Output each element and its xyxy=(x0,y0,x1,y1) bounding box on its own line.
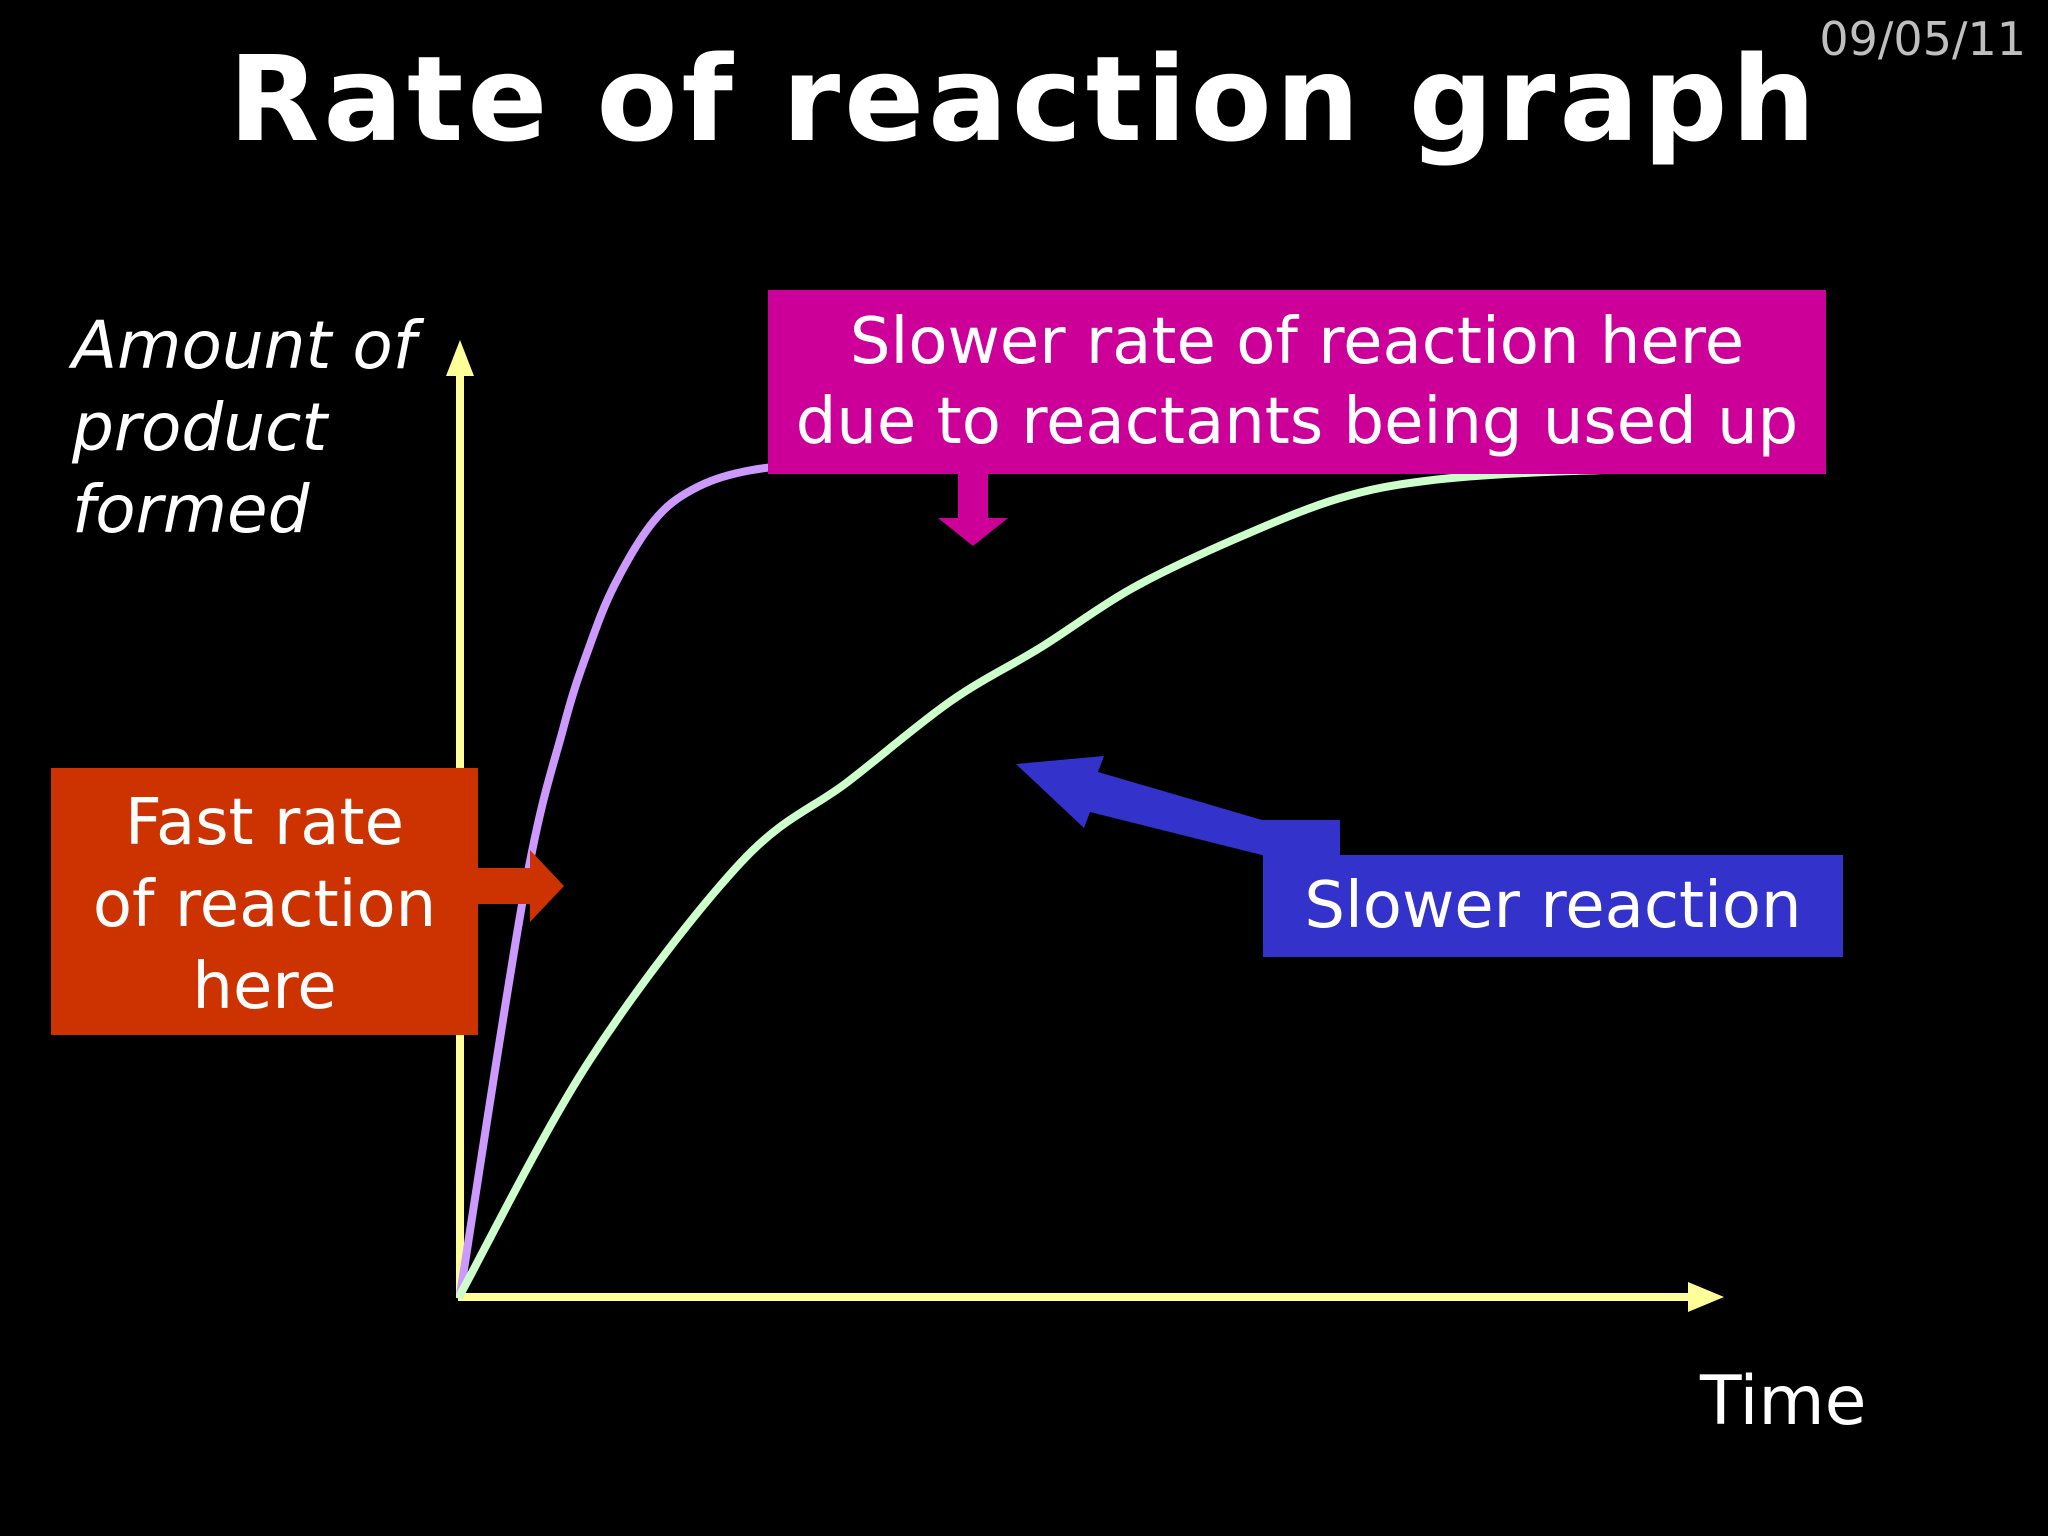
annotation-slower-reaction: Slower reaction xyxy=(1263,855,1843,957)
annotation-arrows xyxy=(478,474,1340,922)
slide-title: Rate of reaction graph xyxy=(228,30,1820,168)
arrow-diagonal-icon xyxy=(1016,756,1340,857)
series-line-2 xyxy=(456,463,1756,1299)
annotation-reactants-used-up: Slower rate of reaction here due to reac… xyxy=(768,290,1826,474)
chart-axes xyxy=(446,340,1724,1312)
annotation-fast-rate: Fast rate of reaction here xyxy=(51,768,478,1035)
y-axis-label: Amount of product formed xyxy=(72,307,416,548)
slide-date: 09/05/11 xyxy=(1819,12,2026,66)
arrow-down-icon xyxy=(938,474,1008,546)
arrow-right-icon xyxy=(478,850,564,922)
x-axis-arrowhead xyxy=(1688,1282,1724,1312)
x-axis-label: Time xyxy=(1700,1362,1867,1441)
y-axis-arrowhead xyxy=(446,340,474,376)
